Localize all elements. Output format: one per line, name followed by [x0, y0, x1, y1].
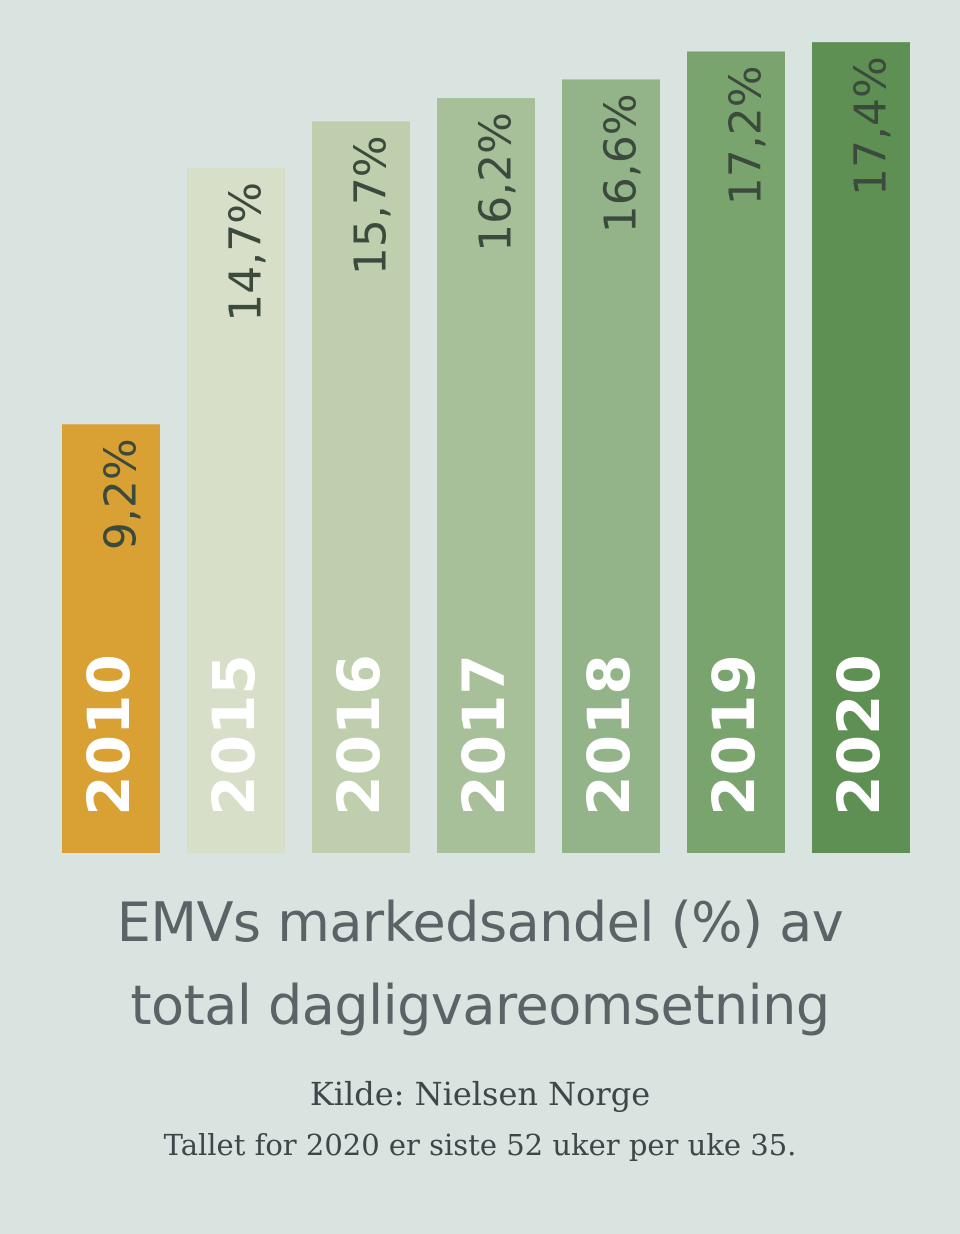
value-label-2010: 9,2%	[96, 438, 147, 550]
chart-title-line-1: EMVs markedsandel (%) av	[116, 891, 844, 954]
value-label-2018: 16,6%	[596, 93, 647, 233]
value-label-2020: 17,4%	[846, 56, 897, 196]
value-label-2017: 16,2%	[471, 112, 522, 252]
year-label-2016: 2016	[325, 654, 393, 815]
value-label-2019: 17,2%	[721, 65, 772, 205]
bar-2020	[812, 42, 910, 854]
value-label-2016: 15,7%	[346, 135, 397, 275]
year-label-2015: 2015	[200, 654, 268, 815]
source-label: Kilde: Nielsen Norge	[309, 1075, 651, 1113]
year-label-2018: 2018	[575, 654, 643, 815]
year-label-2017: 2017	[450, 654, 518, 815]
footnote: Tallet for 2020 er siste 52 uker per uke…	[163, 1128, 797, 1162]
year-label-2019: 2019	[700, 654, 768, 815]
bar-chart: 2010 9,2% 2015 14,7% 2016 15,7% 2017 16,2% 2018 1…	[62, 42, 910, 854]
year-label-2020: 2020	[825, 654, 893, 815]
bar-2017	[437, 98, 535, 853]
value-label-2015: 14,7%	[221, 182, 272, 322]
bar-2019	[687, 51, 785, 854]
bar-2018	[562, 79, 660, 853]
bar-2010	[62, 424, 160, 853]
year-label-2010: 2010	[75, 654, 143, 815]
bar-2016	[312, 121, 410, 853]
chart-title-line-2: total dagligvareomsetning	[130, 974, 830, 1037]
bar-2015	[187, 167, 285, 854]
